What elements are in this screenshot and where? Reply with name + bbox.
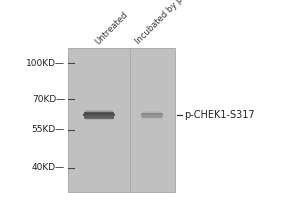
Bar bbox=[141, 114, 163, 115]
Bar bbox=[141, 116, 163, 117]
Bar bbox=[83, 116, 115, 117]
Bar bbox=[141, 113, 163, 115]
Bar bbox=[142, 116, 162, 118]
Text: Incubated by peptide: Incubated by peptide bbox=[134, 0, 204, 46]
Text: Untreated: Untreated bbox=[94, 10, 130, 46]
Bar bbox=[141, 115, 163, 116]
Bar bbox=[142, 113, 162, 114]
Bar bbox=[142, 118, 162, 119]
Bar bbox=[84, 117, 114, 119]
Bar bbox=[85, 111, 113, 112]
Text: 55KD—: 55KD— bbox=[32, 126, 65, 134]
Bar bbox=[142, 112, 162, 113]
Text: 100KD—: 100KD— bbox=[26, 58, 65, 68]
Bar bbox=[84, 112, 114, 113]
Text: p-CHEK1-S317: p-CHEK1-S317 bbox=[184, 110, 255, 120]
Bar bbox=[85, 119, 113, 120]
Bar bbox=[84, 112, 114, 114]
Bar bbox=[142, 111, 162, 112]
Bar bbox=[68, 48, 175, 192]
Text: 40KD—: 40KD— bbox=[32, 164, 65, 172]
Bar bbox=[85, 118, 113, 119]
Text: 70KD—: 70KD— bbox=[32, 95, 65, 104]
Bar bbox=[142, 117, 162, 118]
Bar bbox=[83, 113, 115, 114]
Bar bbox=[85, 110, 113, 111]
Bar bbox=[83, 114, 115, 115]
Bar bbox=[83, 115, 115, 116]
Bar bbox=[84, 117, 114, 118]
